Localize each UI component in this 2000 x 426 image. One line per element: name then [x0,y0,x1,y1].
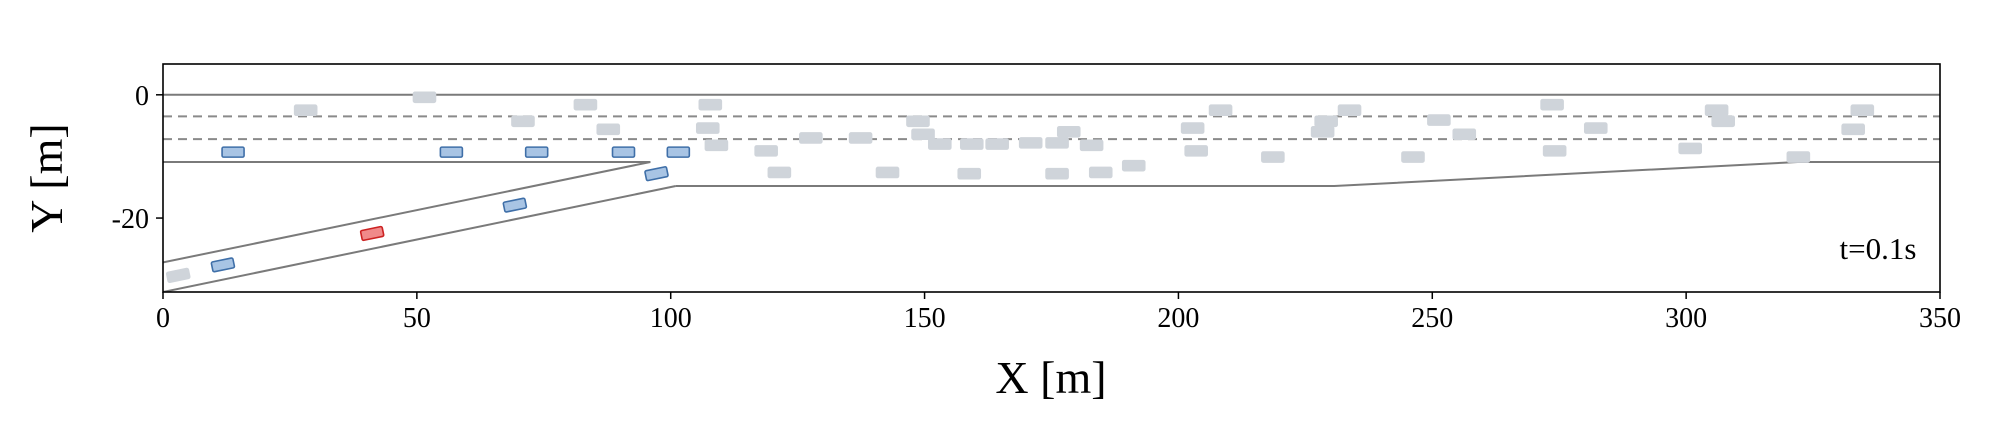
vehicle [1208,104,1233,117]
vehicle [165,267,191,284]
x-tick-label: 150 [904,303,946,334]
time-annotation: t=0.1s [1840,231,1917,266]
x-tick-label: 0 [156,303,170,334]
vehicle [573,98,598,111]
vehicle [221,146,245,158]
vehicle [293,104,318,117]
vehicle [767,166,792,179]
vehicle [1786,151,1811,163]
vehicle [1018,137,1043,149]
vehicle [644,166,669,182]
vehicle [359,225,385,242]
vehicle [1401,151,1425,163]
vehicle [1121,159,1146,172]
plot-area [163,91,1940,292]
vehicle [704,139,729,152]
x-tick-label: 300 [1665,303,1707,334]
vehicle [1310,125,1335,138]
road-line [163,185,676,292]
vehicle [1452,128,1477,141]
x-tick-label: 250 [1411,303,1453,334]
road-line [675,160,1940,188]
vehicle [928,138,952,150]
vehicle [611,146,636,158]
vehicle [754,145,778,157]
vehicle [848,132,873,144]
vehicle [1184,145,1208,157]
vehicle [1045,167,1069,180]
y-tick-label: 0 [135,81,149,112]
vehicle [799,132,823,144]
vehicle [439,146,464,158]
vehicle [1704,104,1729,117]
vehicle [1678,142,1703,155]
vehicle [1056,125,1081,138]
vehicle [1711,115,1736,128]
vehicle [911,128,935,141]
vehicle [985,138,1009,150]
y-axis-label: Y [m] [21,123,72,232]
vehicle [596,123,621,136]
x-tick-label: 350 [1919,303,1961,334]
road-line [163,160,651,264]
vehicle [666,146,691,158]
vehicle [1045,137,1069,149]
vehicle [875,166,900,179]
vehicle [524,146,549,158]
vehicle [1850,104,1875,117]
vehicle [1841,123,1865,136]
x-tick-label: 100 [650,303,692,334]
x-axis-label: X [m] [995,352,1106,403]
vehicle [1337,104,1362,117]
vehicle [1427,114,1451,126]
vehicle [957,167,982,180]
vehicle [1088,166,1113,179]
vehicle [959,138,984,150]
vehicle [210,257,236,273]
vehicle [1079,139,1104,152]
plot-frame [162,63,1941,293]
x-tick-label: 200 [1157,303,1199,334]
vehicle [1314,115,1338,128]
y-tick-label: -20 [112,204,149,235]
x-tick-label: 50 [403,303,431,334]
vehicle [1180,122,1205,134]
vehicle [698,98,723,111]
vehicle [502,197,528,213]
vehicle [1542,145,1567,157]
vehicle [695,122,720,134]
vehicle [1261,151,1285,163]
vehicle [1540,98,1564,111]
vehicle [511,115,535,128]
vehicle [906,115,930,128]
vehicle [1583,122,1608,134]
vehicle [412,91,437,104]
